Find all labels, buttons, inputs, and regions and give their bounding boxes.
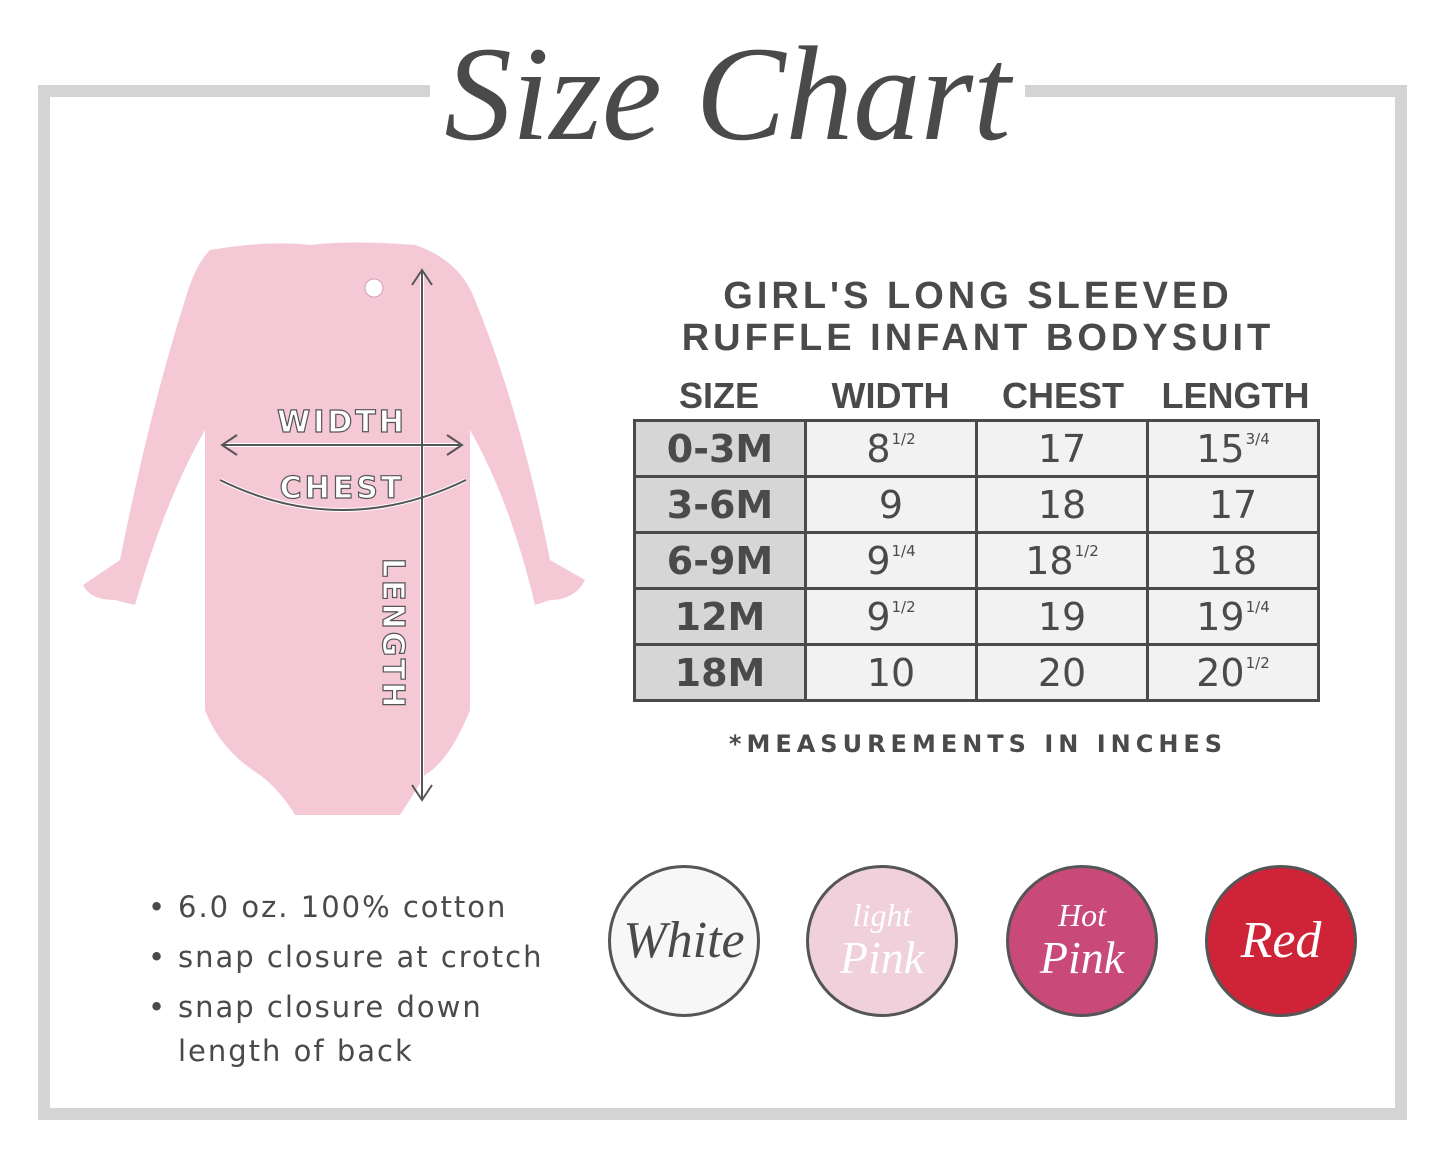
header-size: SIZE — [678, 375, 759, 416]
cell-value: 9 — [878, 482, 904, 527]
cell-value: 0-3M — [666, 426, 774, 471]
table-row: 3-6M 9 18 17 — [633, 475, 1320, 534]
value-cell: 91/2 — [804, 587, 978, 646]
value-cell: 17 — [975, 419, 1149, 478]
color-swatch-Hot-pink[interactable]: Hot Pink — [1006, 865, 1158, 1017]
cell-value: 20 — [1037, 650, 1087, 695]
value-cell: 19 — [975, 587, 1149, 646]
cell-fraction: 1/2 — [891, 597, 916, 616]
cell-value: 9 — [866, 594, 891, 639]
cell-fraction: 1/2 — [1074, 541, 1099, 560]
swatch-label: Pink — [1039, 932, 1125, 983]
border-frame — [38, 85, 1407, 1120]
cell-value: 17 — [1208, 482, 1258, 527]
value-cell: 18 — [1146, 531, 1320, 590]
value-cell: 17 — [1146, 475, 1320, 534]
cell-fraction: 1/4 — [1245, 597, 1270, 616]
measurement-note: *MEASUREMENTS IN INCHES — [728, 730, 1228, 758]
table-row: 6-9M 91/4 181/2 18 — [633, 531, 1320, 590]
cell-value: 18 — [1037, 482, 1087, 527]
cell-value: 15 — [1196, 426, 1245, 471]
width-label: WIDTH — [277, 405, 407, 440]
value-cell: 9 — [804, 475, 978, 534]
size-table: 0-3M 81/2 17 153/4 3-6M 9 18 17 6-9M 91/4 181/2 18 1… — [633, 419, 1320, 702]
value-cell: 81/2 — [804, 419, 978, 478]
cell-value: 9 — [866, 538, 891, 583]
size-cell: 0-3M — [633, 419, 807, 478]
cell-value: 20 — [1196, 650, 1245, 695]
value-cell: 191/4 — [1146, 587, 1320, 646]
table-row: 0-3M 81/2 17 153/4 — [633, 419, 1320, 478]
size-cell: 12M — [633, 587, 807, 646]
cell-fraction: 1/4 — [891, 541, 916, 560]
swatch-label: Red — [1240, 912, 1322, 969]
cell-fraction: 3/4 — [1245, 429, 1270, 448]
color-swatch-red[interactable]: Red — [1205, 865, 1357, 1017]
cell-value: 18 — [1025, 538, 1074, 583]
size-cell: 6-9M — [633, 531, 807, 590]
size-cell: 3-6M — [633, 475, 807, 534]
header-length: LENGTH — [1161, 375, 1310, 416]
header-chest: CHEST — [1001, 375, 1124, 416]
cell-fraction: 1/2 — [1245, 653, 1270, 672]
color-swatch-white[interactable]: White — [608, 865, 760, 1017]
product-title: GIRL'S LONG SLEEVED RUFFLE INFANT BODYSU… — [623, 275, 1333, 359]
cell-value: 19 — [1196, 594, 1245, 639]
cell-value: 8 — [866, 426, 891, 471]
swatch-label-top: Hot — [1058, 897, 1106, 933]
feature-text-cont: length of back — [178, 1034, 414, 1068]
table-row: 18M 10 20 201/2 — [633, 643, 1320, 702]
label-tag-icon — [364, 278, 384, 298]
value-cell: 201/2 — [1146, 643, 1320, 702]
bodysuit-image — [83, 242, 585, 815]
feature-item: snap closure at crotch — [148, 932, 544, 982]
table-row: 12M 91/2 19 191/4 — [633, 587, 1320, 646]
value-cell: 20 — [975, 643, 1149, 702]
chest-label: CHEST — [280, 471, 405, 506]
cell-value: 19 — [1037, 594, 1087, 639]
feature-text: snap closure down — [178, 990, 483, 1024]
bodysuit-diagram: WIDTH CHEST LENGTH — [83, 242, 585, 815]
cell-fraction: 1/2 — [891, 429, 916, 448]
size-cell: 18M — [633, 643, 807, 702]
value-cell: 153/4 — [1146, 419, 1320, 478]
feature-list: 6.0 oz. 100% cotton snap closure at crot… — [148, 882, 544, 1070]
chest-arrow — [219, 479, 467, 511]
feature-item: 6.0 oz. 100% cotton — [148, 882, 544, 932]
product-title-line-1: GIRL'S LONG SLEEVED — [723, 275, 1233, 317]
header-width: WIDTH — [831, 375, 950, 416]
cell-value: 6-9M — [666, 538, 774, 583]
swatch-label: Pink — [839, 932, 925, 983]
color-swatch-light-pink[interactable]: light Pink — [806, 865, 958, 1017]
cell-value: 12M — [674, 594, 766, 639]
swatch-label-top: light — [852, 897, 912, 933]
cell-value: 18M — [674, 650, 766, 695]
product-title-line-2: RUFFLE INFANT BODYSUIT — [681, 317, 1275, 359]
cell-value: 10 — [866, 650, 916, 695]
value-cell: 18 — [975, 475, 1149, 534]
title-gap — [430, 70, 1025, 110]
length-label: LENGTH — [375, 558, 410, 710]
value-cell: 10 — [804, 643, 978, 702]
value-cell: 181/2 — [975, 531, 1149, 590]
cell-value: 17 — [1037, 426, 1087, 471]
swatch-label: White — [623, 912, 745, 969]
page-title: Size Chart — [444, 20, 1011, 169]
cell-value: 18 — [1208, 538, 1258, 583]
cell-value: 3-6M — [666, 482, 774, 527]
value-cell: 91/4 — [804, 531, 978, 590]
feature-item: snap closure down length of back — [148, 982, 544, 1070]
